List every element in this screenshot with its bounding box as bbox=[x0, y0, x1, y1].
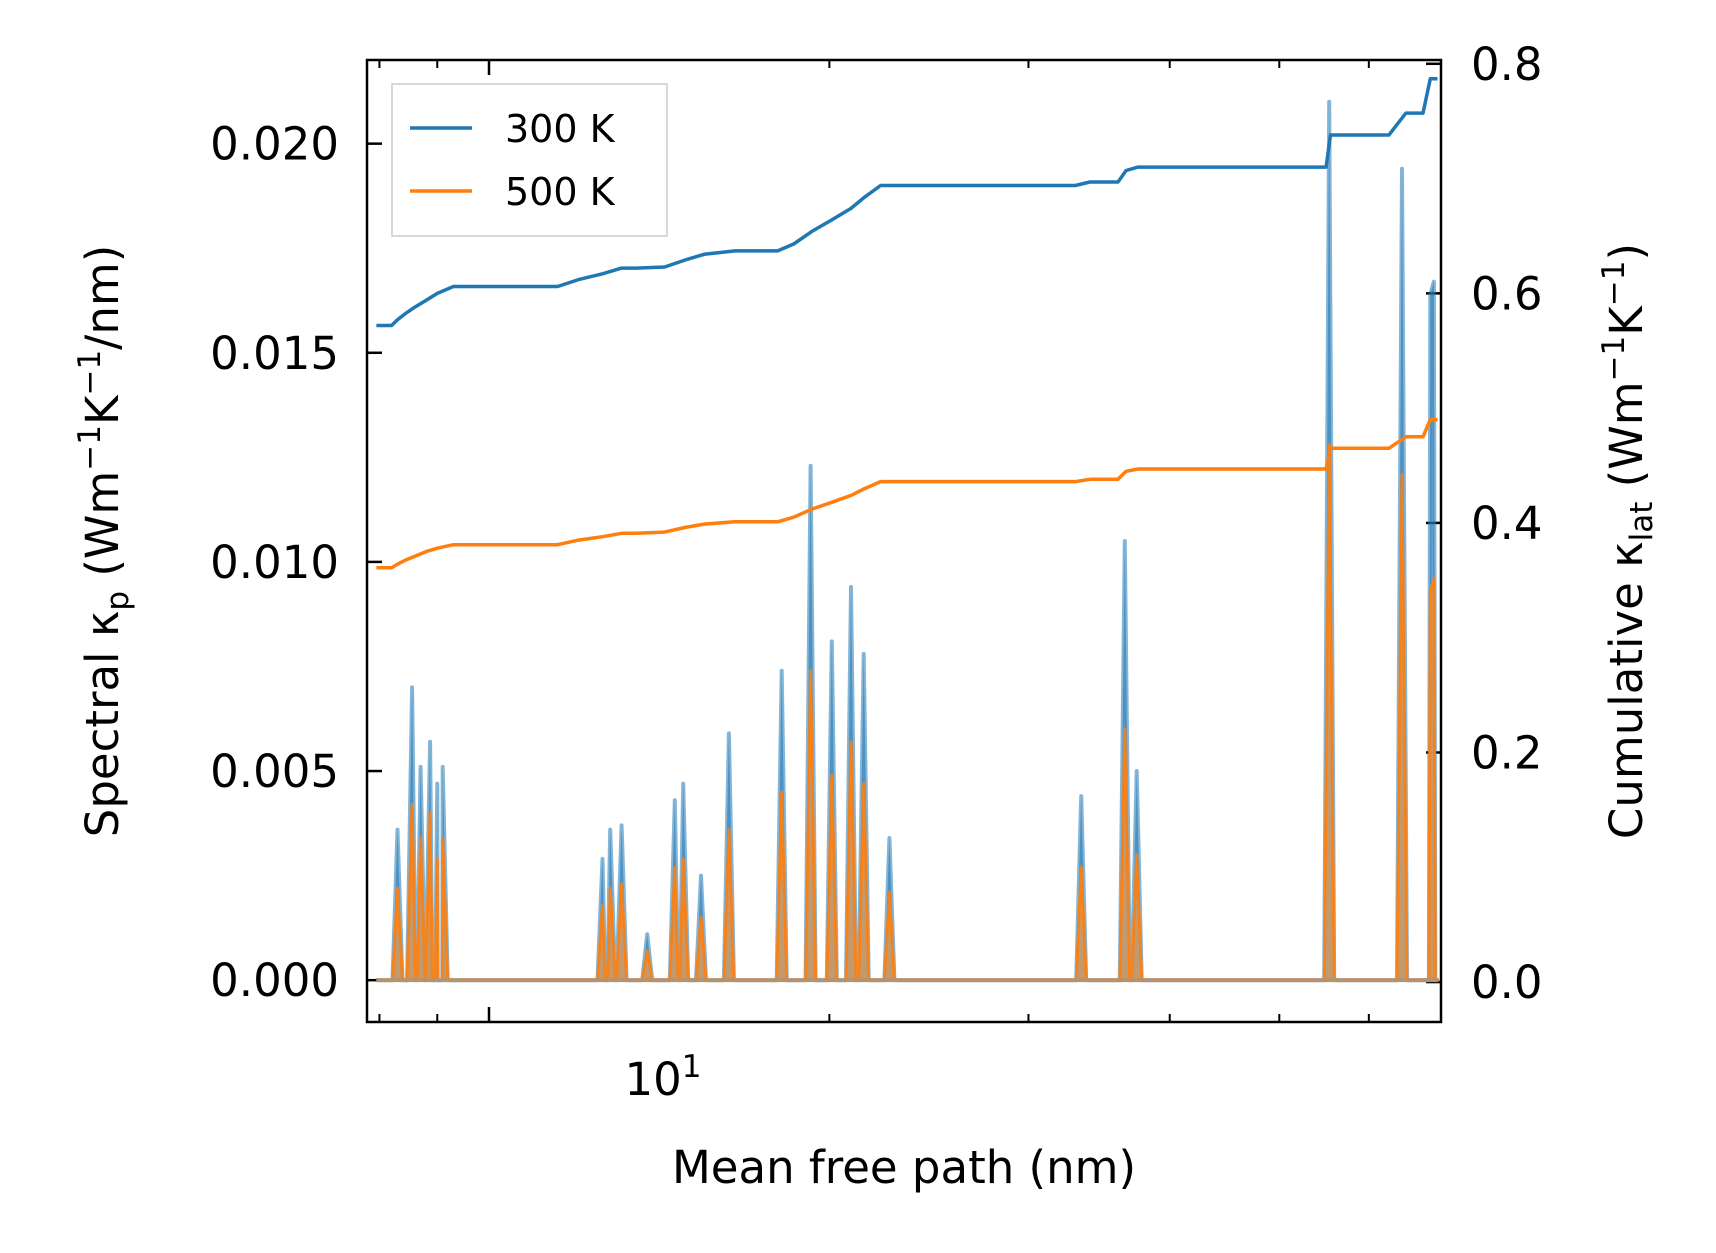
right-tick-labels: 0.0 0.2 0.4 0.6 0.8 bbox=[1471, 38, 1543, 1009]
right-y-tick-label: 0.8 bbox=[1471, 38, 1543, 91]
right-y-tick-label: 0.2 bbox=[1471, 726, 1543, 779]
legend-box bbox=[391, 83, 668, 237]
legend: 300 K 500 K bbox=[391, 83, 668, 237]
axes-frame bbox=[365, 58, 1443, 1024]
left-y-tick-label: 0.020 bbox=[210, 118, 339, 171]
right-y-tick-label: 0.4 bbox=[1471, 497, 1543, 550]
cumulative-layer bbox=[376, 76, 1438, 570]
right-y-tick-label: 0.0 bbox=[1471, 956, 1543, 1009]
left-y-tick-label: 0.010 bbox=[210, 536, 339, 589]
legend-label-300k: 300 K bbox=[505, 107, 616, 151]
right-y-tick-label: 0.6 bbox=[1471, 267, 1543, 320]
left-y-tick-label: 0.005 bbox=[210, 745, 339, 798]
left-y-tick-label: 0.000 bbox=[210, 954, 339, 1007]
x-tick-label: 101 bbox=[625, 1049, 702, 1106]
spectral-500k-fill bbox=[376, 444, 1439, 981]
x-axis-label: Mean free path (nm) bbox=[672, 1141, 1136, 1194]
spectral-300k-line bbox=[376, 99, 1440, 983]
right-y-axis-label: Cumulative κlat (Wm−1K−1) bbox=[1596, 243, 1660, 839]
spectral-layer bbox=[376, 99, 1440, 983]
left-y-axis-label: Spectral κp (Wm−1K−1/nm) bbox=[72, 245, 136, 838]
legend-label-500k: 500 K bbox=[505, 170, 616, 214]
spectral-500k-line bbox=[376, 443, 1439, 982]
left-tick-labels: 0.000 0.005 0.010 0.015 0.020 bbox=[210, 118, 339, 1008]
left-y-tick-label: 0.015 bbox=[210, 327, 339, 380]
cumulative-500k-line bbox=[376, 417, 1438, 570]
cumulative-300k-line bbox=[376, 76, 1438, 328]
